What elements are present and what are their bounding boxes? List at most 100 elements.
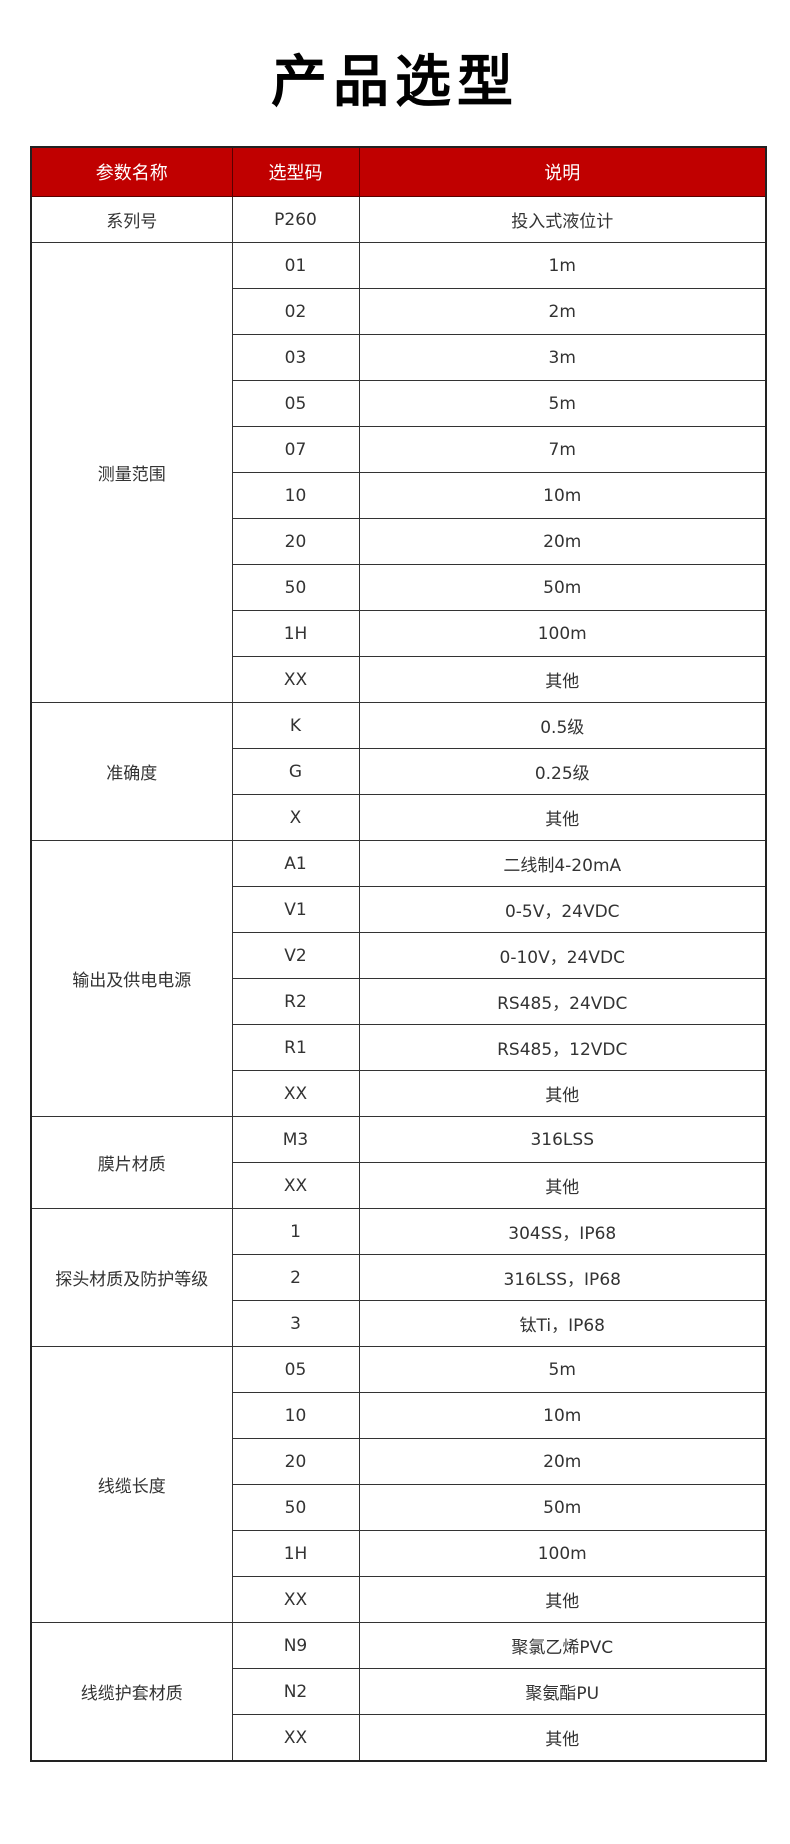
- table-row: 探头材质及防护等级 1 304SS，IP68: [30, 1208, 767, 1347]
- header-description: 说明: [358, 146, 767, 197]
- table-row: 膜片材质 M3 316LSS: [30, 1116, 767, 1209]
- code-cell: R1: [231, 1024, 360, 1071]
- description-cell: 其他: [358, 1576, 767, 1623]
- selection-table: 参数名称 选型码 说明 系列号 P260 投入式液位计 测量范围 01 1m 02 2m 03 3…: [30, 146, 767, 1762]
- table-row: XX 其他: [31, 1714, 767, 1762]
- code-cell: 50: [231, 1484, 360, 1531]
- table-row: 线缆护套材质 N9 聚氯乙烯PVC: [30, 1622, 767, 1762]
- table-row: 2 316LSS，IP68: [31, 1254, 767, 1301]
- code-cell: XX: [231, 1162, 360, 1209]
- code-cell: XX: [231, 656, 360, 703]
- table-row: 05 5m: [31, 380, 767, 427]
- page-title: 产品选型: [271, 50, 519, 115]
- description-cell: 二线制4-20mA: [358, 840, 767, 887]
- description-cell: 0-5V，24VDC: [358, 886, 767, 933]
- param-name-cell: 线缆护套材质: [30, 1622, 233, 1762]
- table-row: 10 10m: [31, 1392, 767, 1439]
- table-row: 02 2m: [31, 288, 767, 335]
- code-cell: N2: [231, 1668, 360, 1715]
- code-cell: 07: [231, 426, 360, 473]
- description-cell: 2m: [358, 288, 767, 335]
- description-cell: 1m: [358, 242, 767, 289]
- code-cell: 05: [231, 1346, 360, 1393]
- table-header-row: 参数名称 选型码 说明: [30, 146, 767, 197]
- table-row: 1H 100m: [31, 1530, 767, 1577]
- code-cell: V2: [231, 932, 360, 979]
- table-row: 3 钛Ti，IP68: [31, 1300, 767, 1347]
- code-cell: 50: [231, 564, 360, 611]
- param-name-cell: 系列号: [30, 196, 233, 243]
- description-cell: 100m: [358, 1530, 767, 1577]
- code-cell: 05: [231, 380, 360, 427]
- table-row: 输出及供电电源 A1 二线制4-20mA: [30, 840, 767, 1117]
- table-row: 准确度 K 0.5级: [30, 702, 767, 841]
- code-cell: 10: [231, 472, 360, 519]
- table-row: 20 20m: [31, 1438, 767, 1485]
- table-row: 线缆长度 05 5m: [30, 1346, 767, 1623]
- description-cell: 20m: [358, 518, 767, 565]
- table-row: R1 RS485，12VDC: [31, 1024, 767, 1071]
- table-row: N2 聚氨酯PU: [31, 1668, 767, 1715]
- code-cell: X: [231, 794, 360, 841]
- code-cell: 1: [231, 1208, 360, 1255]
- code-cell: R2: [231, 978, 360, 1025]
- code-cell: V1: [231, 886, 360, 933]
- table-row: 1H 100m: [31, 610, 767, 657]
- description-cell: 聚氨酯PU: [358, 1668, 767, 1715]
- param-name-cell: 输出及供电电源: [30, 840, 233, 1117]
- description-cell: 5m: [358, 1346, 767, 1393]
- table-row: 10 10m: [31, 472, 767, 519]
- description-cell: 10m: [358, 1392, 767, 1439]
- description-cell: 5m: [358, 380, 767, 427]
- code-cell: 20: [231, 1438, 360, 1485]
- code-cell: K: [231, 702, 360, 749]
- table-row: V1 0-5V，24VDC: [31, 886, 767, 933]
- param-name-cell: 准确度: [30, 702, 233, 841]
- description-cell: 304SS，IP68: [358, 1208, 767, 1255]
- description-cell: 聚氯乙烯PVC: [358, 1622, 767, 1669]
- description-cell: 3m: [358, 334, 767, 381]
- description-cell: 7m: [358, 426, 767, 473]
- code-cell: M3: [231, 1116, 360, 1163]
- table-row: X 其他: [31, 794, 767, 841]
- param-name-cell: 探头材质及防护等级: [30, 1208, 233, 1347]
- description-cell: 20m: [358, 1438, 767, 1485]
- table-row: G 0.25级: [31, 748, 767, 795]
- description-cell: 0.25级: [358, 748, 767, 795]
- table-row: 20 20m: [31, 518, 767, 565]
- description-cell: 0.5级: [358, 702, 767, 749]
- description-cell: 其他: [358, 656, 767, 703]
- code-cell: G: [231, 748, 360, 795]
- code-cell: 3: [231, 1300, 360, 1347]
- code-cell: 10: [231, 1392, 360, 1439]
- code-cell: 1H: [231, 610, 360, 657]
- code-cell: XX: [231, 1576, 360, 1623]
- code-cell: P260: [231, 196, 360, 243]
- description-cell: 0-10V，24VDC: [358, 932, 767, 979]
- description-cell: 钛Ti，IP68: [358, 1300, 767, 1347]
- description-cell: 投入式液位计: [358, 196, 767, 243]
- table-row: 系列号 P260 投入式液位计: [30, 196, 767, 243]
- code-cell: 2: [231, 1254, 360, 1301]
- description-cell: 其他: [358, 1162, 767, 1209]
- code-cell: 03: [231, 334, 360, 381]
- description-cell: 其他: [358, 794, 767, 841]
- table-row: 测量范围 01 1m: [30, 242, 767, 703]
- table-row: 07 7m: [31, 426, 767, 473]
- header-code: 选型码: [231, 146, 360, 197]
- description-cell: RS485，12VDC: [358, 1024, 767, 1071]
- description-cell: 其他: [358, 1070, 767, 1117]
- description-cell: 100m: [358, 610, 767, 657]
- table-row: 50 50m: [31, 1484, 767, 1531]
- code-cell: 1H: [231, 1530, 360, 1577]
- param-name-cell: 线缆长度: [30, 1346, 233, 1623]
- param-name-cell: 膜片材质: [30, 1116, 233, 1209]
- description-cell: RS485，24VDC: [358, 978, 767, 1025]
- description-cell: 316LSS，IP68: [358, 1254, 767, 1301]
- code-cell: 01: [231, 242, 360, 289]
- table-row: 50 50m: [31, 564, 767, 611]
- code-cell: XX: [231, 1714, 360, 1762]
- param-name-cell: 测量范围: [30, 242, 233, 703]
- description-cell: 10m: [358, 472, 767, 519]
- code-cell: XX: [231, 1070, 360, 1117]
